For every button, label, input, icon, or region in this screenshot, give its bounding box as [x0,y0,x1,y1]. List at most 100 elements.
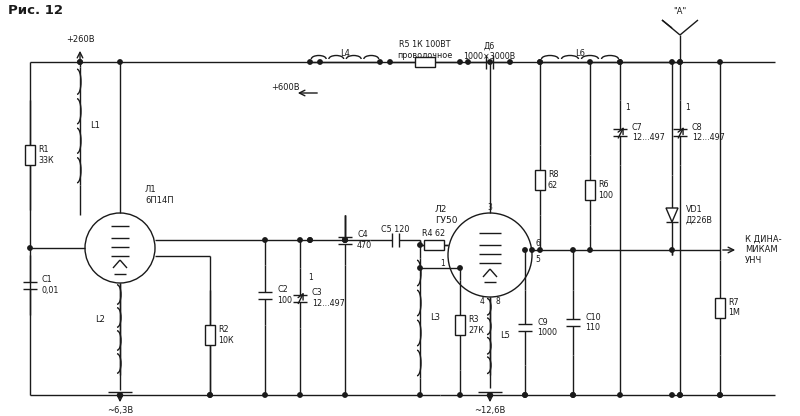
Circle shape [458,393,462,397]
Text: 6: 6 [535,238,540,248]
Circle shape [618,393,622,397]
Text: С8
12...497: С8 12...497 [692,123,725,142]
Text: 4: 4 [479,297,485,307]
Circle shape [538,248,542,252]
Circle shape [570,393,575,397]
Circle shape [538,60,542,64]
Circle shape [418,243,422,247]
Circle shape [488,393,492,397]
Circle shape [118,393,122,397]
Text: 3: 3 [487,203,493,211]
Circle shape [118,60,122,64]
Circle shape [308,238,312,242]
Text: R3
27К: R3 27К [468,315,484,335]
Text: К ДИНА-
МИКАМ
УНЧ: К ДИНА- МИКАМ УНЧ [745,235,782,265]
Circle shape [78,60,82,64]
Text: Рис. 12: Рис. 12 [8,3,63,17]
Text: R5 1К 100ВТ
проволочное: R5 1К 100ВТ проволочное [398,40,453,60]
Bar [205,325,215,345]
Circle shape [670,248,674,252]
Text: С5 120: С5 120 [381,225,409,233]
Circle shape [458,266,462,270]
Circle shape [523,393,527,397]
Circle shape [418,266,422,270]
Circle shape [523,393,527,397]
Circle shape [508,60,512,64]
Text: С7
12...497: С7 12...497 [632,123,665,142]
Circle shape [618,60,622,64]
Bar [415,57,435,67]
Circle shape [343,238,347,242]
Bar [715,297,725,317]
Circle shape [530,248,534,252]
Circle shape [678,60,682,64]
Text: R7
1М: R7 1М [728,298,740,317]
Text: L5: L5 [500,332,510,341]
Circle shape [488,393,492,397]
Text: R6
100: R6 100 [598,180,613,200]
Circle shape [298,393,302,397]
Circle shape [538,60,542,64]
Text: 1: 1 [685,104,690,112]
Text: VD1
Д226В: VD1 Д226В [686,206,713,225]
Circle shape [343,238,347,242]
Text: Л1
6П14П: Л1 6П14П [145,185,174,205]
Circle shape [466,60,470,64]
Circle shape [208,393,212,397]
Circle shape [458,60,462,64]
Text: С10
110: С10 110 [585,313,601,332]
Circle shape [678,393,682,397]
Text: ~12,6В: ~12,6В [474,406,506,414]
Circle shape [318,60,322,64]
Circle shape [718,393,722,397]
Text: 5: 5 [535,255,540,263]
Circle shape [670,393,674,397]
Circle shape [298,238,302,242]
Circle shape [570,393,575,397]
Circle shape [388,60,392,64]
Circle shape [618,60,622,64]
Text: L3: L3 [430,314,440,322]
Circle shape [670,60,674,64]
Bar [455,315,465,335]
Circle shape [678,60,682,64]
Text: Д6
1000×3000В: Д6 1000×3000В [463,41,515,61]
Circle shape [588,248,592,252]
Text: R1
33К: R1 33К [38,145,54,165]
Text: 1: 1 [440,258,445,267]
Text: ~6,3В: ~6,3В [107,406,133,414]
Text: 1: 1 [308,273,313,282]
Bar [535,170,545,190]
Circle shape [208,393,212,397]
Circle shape [262,238,267,242]
Text: 8: 8 [496,297,500,307]
Text: R2
10К: R2 10К [218,325,234,345]
Text: "А": "А" [674,7,686,17]
Circle shape [678,393,682,397]
Circle shape [28,246,32,250]
Text: L1: L1 [90,121,100,131]
Text: С4
470: С4 470 [357,230,372,250]
Circle shape [718,60,722,64]
Text: +260В: +260В [66,35,94,45]
Text: C1
0,01: C1 0,01 [42,275,59,295]
Circle shape [418,393,422,397]
Text: L4: L4 [340,49,350,57]
Text: С9
1000: С9 1000 [537,318,557,337]
Text: 1: 1 [625,104,630,112]
Circle shape [262,393,267,397]
Text: С3
12...497: С3 12...497 [312,288,345,308]
Circle shape [78,60,82,64]
Text: +600В: +600В [270,84,299,92]
Circle shape [343,238,347,242]
Circle shape [523,248,527,252]
Circle shape [378,60,382,64]
Circle shape [488,60,492,64]
Bar [585,180,595,200]
Bar [25,145,35,165]
Text: R8
62: R8 62 [548,170,558,190]
Circle shape [588,60,592,64]
Circle shape [308,238,312,242]
Circle shape [118,393,122,397]
Circle shape [343,393,347,397]
